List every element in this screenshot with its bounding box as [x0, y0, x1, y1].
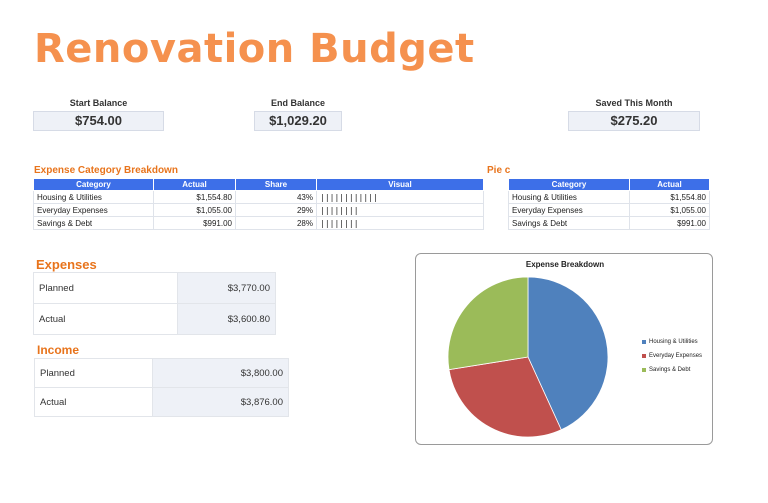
col-actual[interactable]: Actual [629, 178, 710, 191]
cell-actual[interactable]: $1,055.00 [629, 203, 710, 217]
start-balance-value[interactable]: $754.00 [33, 111, 164, 131]
pie-chart-svg [447, 276, 609, 438]
table-row: Actual $3,876.00 [34, 387, 289, 417]
legend-item-everyday[interactable]: Everyday Expenses [642, 353, 702, 359]
cell-category[interactable]: Savings & Debt [33, 216, 154, 230]
pie-table-header-row: Category Actual [508, 178, 710, 191]
pie-source-table: Category Actual Housing & Utilities $1,5… [508, 178, 710, 230]
cell-actual[interactable]: $991.00 [153, 216, 236, 230]
expenses-planned-value[interactable]: $3,770.00 [177, 272, 276, 304]
cell-visual[interactable]: |||||||| [316, 216, 484, 230]
expenses-actual-value[interactable]: $3,600.80 [177, 303, 276, 335]
cell-share[interactable]: 29% [235, 203, 317, 217]
pie-slice-savings[interactable] [447, 276, 529, 371]
col-category[interactable]: Category [33, 178, 154, 191]
table-row: Actual $3,600.80 [33, 303, 276, 335]
legend-item-housing[interactable]: Housing & Utilities [642, 339, 702, 345]
income-planned-label: Planned [34, 358, 153, 388]
table-row: Savings & Debt $991.00 28% |||||||| [33, 216, 484, 230]
cell-actual[interactable]: $991.00 [629, 216, 710, 230]
table-row: Everyday Expenses $1,055.00 [508, 203, 710, 217]
table-row: Planned $3,770.00 [33, 272, 276, 304]
page-title: Renovation Budget [34, 26, 475, 72]
legend-swatch [642, 340, 646, 344]
cell-category[interactable]: Housing & Utilities [508, 190, 630, 204]
chart-legend: Housing & Utilities Everyday Expenses Sa… [642, 339, 702, 381]
income-actual-value[interactable]: $3,876.00 [152, 387, 289, 417]
cell-visual[interactable]: |||||||||||| [316, 190, 484, 204]
expenses-table: Planned $3,770.00 Actual $3,600.80 [33, 272, 276, 335]
expense-breakdown-chart[interactable]: Expense Breakdown Housing & Utilities Ev… [415, 253, 713, 445]
table-row: Everyday Expenses $1,055.00 29% |||||||| [33, 203, 484, 217]
legend-item-savings[interactable]: Savings & Debt [642, 367, 702, 373]
table-row: Housing & Utilities $1,554.80 [508, 190, 710, 204]
legend-label: Housing & Utilities [649, 339, 698, 345]
legend-swatch [642, 354, 646, 358]
expenses-planned-label: Planned [33, 272, 178, 304]
breakdown-table: Category Actual Share Visual Housing & U… [33, 178, 484, 230]
pie-slice-everyday[interactable] [448, 356, 562, 438]
table-row: Savings & Debt $991.00 [508, 216, 710, 230]
saved-this-month-value[interactable]: $275.20 [568, 111, 700, 131]
cell-visual[interactable]: |||||||| [316, 203, 484, 217]
expenses-heading: Expenses [36, 257, 97, 272]
cell-actual[interactable]: $1,554.80 [629, 190, 710, 204]
income-table: Planned $3,800.00 Actual $3,876.00 [34, 358, 289, 417]
saved-this-month-label: Saved This Month [595, 98, 673, 108]
cell-category[interactable]: Everyday Expenses [33, 203, 154, 217]
cell-category[interactable]: Housing & Utilities [33, 190, 154, 204]
saved-this-month-card: Saved This Month $275.20 [568, 98, 700, 131]
legend-swatch [642, 368, 646, 372]
end-balance-card: End Balance $1,029.20 [254, 98, 342, 131]
expenses-actual-label: Actual [33, 303, 178, 335]
table-row: Planned $3,800.00 [34, 358, 289, 388]
start-balance-card: Start Balance $754.00 [33, 98, 164, 131]
legend-label: Everyday Expenses [649, 353, 703, 359]
col-actual[interactable]: Actual [153, 178, 236, 191]
legend-label: Savings & Debt [649, 367, 691, 373]
breakdown-heading: Expense Category Breakdown [34, 165, 178, 176]
income-actual-label: Actual [34, 387, 153, 417]
end-balance-value[interactable]: $1,029.20 [254, 111, 342, 131]
cell-share[interactable]: 28% [235, 216, 317, 230]
cell-actual[interactable]: $1,554.80 [153, 190, 236, 204]
income-heading: Income [37, 343, 80, 357]
col-visual[interactable]: Visual [316, 178, 484, 191]
end-balance-label: End Balance [270, 98, 326, 108]
cell-share[interactable]: 43% [235, 190, 317, 204]
table-row: Housing & Utilities $1,554.80 43% ||||||… [33, 190, 484, 204]
cell-category[interactable]: Everyday Expenses [508, 203, 630, 217]
pie-table-heading: Pie c [487, 165, 511, 176]
breakdown-header-row: Category Actual Share Visual [33, 178, 484, 191]
pie-slice-housing[interactable] [527, 276, 609, 431]
chart-title: Expense Breakdown [525, 260, 605, 269]
col-share[interactable]: Share [235, 178, 317, 191]
cell-category[interactable]: Savings & Debt [508, 216, 630, 230]
start-balance-label: Start Balance [69, 98, 128, 108]
income-planned-value[interactable]: $3,800.00 [152, 358, 289, 388]
cell-actual[interactable]: $1,055.00 [153, 203, 236, 217]
col-category[interactable]: Category [508, 178, 630, 191]
